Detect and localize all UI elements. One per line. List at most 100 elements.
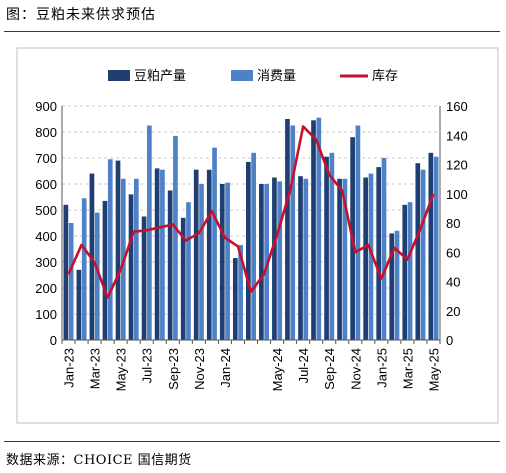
bar-consumption [225, 182, 230, 340]
y-left-tick-label: 400 [35, 229, 57, 244]
bar-consumption [160, 169, 165, 340]
x-tick-label: Mar-23 [88, 348, 103, 389]
y-right-tick-label: 20 [446, 304, 460, 319]
bars [63, 117, 439, 340]
x-tick-label: Jan-23 [62, 348, 77, 388]
x-tick-label: Jan-25 [374, 348, 389, 388]
bar-consumption [251, 152, 256, 340]
bar-consumption [407, 202, 413, 340]
bar-production [428, 152, 434, 340]
top-rule [4, 31, 500, 32]
x-tick-label: May-23 [114, 348, 129, 391]
figure-title: 图：豆粕未来供求预估 [6, 7, 156, 23]
bar-consumption [316, 117, 322, 340]
figure-source: 数据来源：CHOICE 国信期货 [6, 453, 192, 468]
bar-consumption [68, 223, 74, 340]
x-tick-label: May-24 [270, 348, 285, 391]
bar-production [115, 160, 121, 340]
bar-consumption [381, 158, 387, 340]
y-right-tick-label: 80 [446, 216, 460, 231]
bar-production [76, 269, 82, 340]
bar-production [363, 177, 369, 340]
bar-consumption [238, 245, 243, 340]
bar-consumption [433, 156, 439, 340]
x-tick-label: Nov-24 [348, 348, 363, 390]
bar-consumption [94, 212, 100, 340]
y-left-tick-label: 900 [35, 99, 57, 114]
y-left-tick-label: 500 [35, 203, 57, 218]
x-tick-label: Sep-23 [166, 348, 181, 390]
bar-consumption [290, 125, 296, 340]
bar-consumption [394, 230, 400, 340]
x-tick-label: May-25 [426, 348, 441, 391]
bar-production [232, 258, 238, 340]
y-left-tick-label: 300 [35, 255, 57, 270]
x-tick-label: Sep-24 [322, 348, 337, 390]
bar-consumption [355, 125, 361, 340]
y-right-tick-label: 120 [446, 158, 468, 173]
legend-consumption-label: 消费量 [257, 69, 296, 84]
axes: 0 100 200 300 400 500 600 700 800 900 0 20 40 60 80 100… [35, 99, 467, 391]
bar-consumption [264, 184, 270, 340]
bar-consumption [277, 181, 283, 340]
y-left-tick-label: 100 [35, 307, 57, 322]
bar-consumption [133, 178, 139, 340]
y-right-tick-label: 140 [446, 128, 468, 143]
legend-inventory-label: 库存 [372, 68, 398, 84]
y-right-tick-label: 0 [446, 333, 453, 348]
bar-consumption [173, 135, 178, 340]
bar-production [128, 194, 134, 340]
legend-production-swatch [108, 70, 130, 81]
legend-consumption-swatch [231, 70, 253, 81]
inventory-line [67, 125, 435, 299]
legend-production-label: 豆粕产量 [134, 69, 186, 84]
bar-production [415, 163, 421, 340]
bar-production [102, 200, 108, 340]
bar-production [376, 167, 382, 340]
legend: 豆粕产量 消费量 库存 [108, 68, 398, 84]
y-left-tick-label: 600 [35, 177, 57, 192]
x-tick-label: Mar-25 [400, 348, 415, 389]
bar-production [298, 176, 303, 340]
y-right-tick-label: 60 [446, 245, 460, 260]
bar-consumption [186, 202, 191, 340]
y-left-tick-label: 200 [35, 281, 57, 296]
bar-production [63, 204, 69, 340]
bar-production [311, 120, 316, 340]
bar-consumption [303, 178, 309, 340]
y-right-tick-label: 40 [446, 275, 460, 290]
bar-consumption [147, 125, 152, 340]
bar-production [389, 233, 395, 340]
bar-consumption [212, 147, 217, 340]
bar-consumption [81, 198, 87, 340]
bar-consumption [329, 152, 335, 340]
x-tick-label: Jul-23 [140, 348, 155, 383]
inventory-line-layer [67, 125, 435, 299]
bar-consumption [199, 184, 204, 340]
bar-production [337, 178, 342, 340]
y-right-tick-label: 160 [446, 99, 468, 114]
bar-consumption [107, 159, 113, 340]
bar-production [272, 177, 277, 340]
y-left-tick-label: 700 [35, 151, 57, 166]
bar-production [154, 168, 160, 340]
bar-production [246, 161, 251, 340]
bar-consumption [368, 173, 374, 340]
bar-production [219, 184, 225, 340]
x-tick-label: Jul-24 [296, 348, 311, 383]
bar-production [180, 217, 186, 340]
bar-production [167, 190, 173, 340]
x-tick-label: Nov-23 [192, 348, 207, 390]
bar-production [285, 119, 290, 340]
bar-production [206, 169, 212, 340]
y-left-tick-label: 800 [35, 125, 57, 140]
bar-consumption [420, 169, 426, 340]
y-right-tick-label: 100 [446, 187, 468, 202]
bottom-rule [4, 441, 500, 442]
bar-production [402, 204, 408, 340]
bar-consumption [342, 178, 348, 340]
bar-production [324, 156, 329, 340]
y-left-tick-label: 0 [50, 333, 57, 348]
bar-production [141, 216, 147, 340]
